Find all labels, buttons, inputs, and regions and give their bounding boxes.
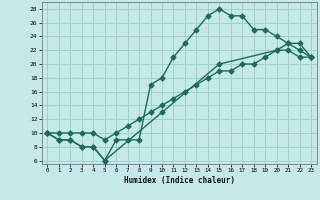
- X-axis label: Humidex (Indice chaleur): Humidex (Indice chaleur): [124, 176, 235, 185]
